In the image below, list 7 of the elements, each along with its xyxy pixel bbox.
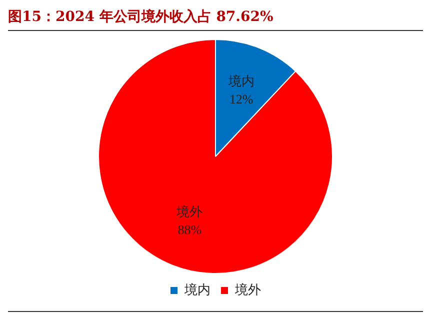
legend-label: 境外 (234, 282, 261, 298)
slice-label: 境内 (227, 74, 254, 89)
data-label: 12% (229, 92, 254, 107)
legend-label: 境内 (184, 282, 210, 298)
slice-label: 境外 (176, 204, 203, 220)
chart-title: 图15：2024 年公司境外收入占 87.62% (8, 8, 423, 31)
data-label: 88% (178, 222, 202, 238)
